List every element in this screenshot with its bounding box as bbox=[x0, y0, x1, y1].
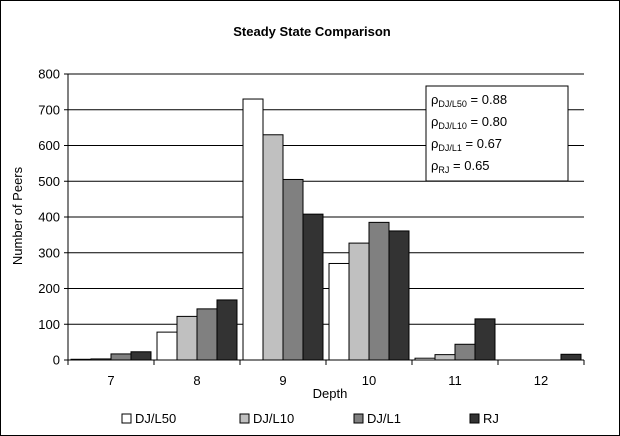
legend-label: RJ bbox=[483, 411, 499, 426]
y-tick-label: 500 bbox=[38, 174, 60, 189]
bar-rj-12 bbox=[560, 353, 582, 361]
bar-rj-8 bbox=[216, 299, 238, 361]
y-tick-label: 400 bbox=[38, 210, 60, 225]
x-tick-label: 10 bbox=[362, 373, 376, 388]
legend-label: DJ/L50 bbox=[135, 411, 176, 426]
bar-dj-l10-10 bbox=[348, 242, 370, 361]
x-tick-label: 7 bbox=[107, 373, 114, 388]
y-axis-label: Number of Peers bbox=[10, 166, 25, 265]
x-tick-label: 8 bbox=[193, 373, 200, 388]
bar-dj-l1-8 bbox=[196, 308, 218, 361]
chart-title: Steady State Comparison bbox=[233, 24, 391, 39]
annotation-box bbox=[425, 85, 569, 182]
bar-dj-l10-8 bbox=[176, 315, 198, 361]
axes bbox=[67, 74, 585, 365]
x-tick-label: 9 bbox=[279, 373, 286, 388]
y-tick-label: 0 bbox=[53, 353, 60, 368]
legend-swatch bbox=[353, 413, 364, 424]
legend-swatch bbox=[239, 413, 250, 424]
correlation-annotation: ρDJ/L50 = 0.88 ρDJ/L10 = 0.80 ρDJ/L1 = 0.6… bbox=[425, 85, 569, 182]
bar-dj-l10-11 bbox=[434, 354, 456, 361]
bar-rj-9 bbox=[302, 213, 324, 361]
legend: DJ/L50 DJ/L10 DJ/L1 RJ bbox=[121, 411, 499, 426]
legend-label: DJ/L1 bbox=[367, 411, 401, 426]
y-tick-label: 200 bbox=[38, 281, 60, 296]
x-tick-label: 12 bbox=[534, 373, 548, 388]
bar-dj-l1-7 bbox=[110, 353, 132, 361]
x-tick-labels: 7 8 9 10 11 12 bbox=[107, 373, 548, 388]
bar-dj-l50-10 bbox=[328, 262, 350, 361]
annotation-line: ρDJ/L50 = 0.88 bbox=[431, 92, 507, 109]
y-tick-label: 300 bbox=[38, 245, 60, 260]
bar-dj-l1-9 bbox=[282, 178, 304, 361]
bar-rj-10 bbox=[388, 230, 410, 361]
legend-swatch bbox=[121, 413, 132, 424]
x-axis-label: Depth bbox=[313, 386, 348, 401]
bar-dj-l50-8 bbox=[156, 331, 178, 361]
legend-swatch bbox=[469, 413, 480, 424]
bar-dj-l50-9 bbox=[242, 98, 264, 361]
y-tick-label: 600 bbox=[38, 138, 60, 153]
annotation-line: ρDJ/L1 = 0.67 bbox=[431, 136, 502, 153]
annotation-line: ρRJ = 0.65 bbox=[431, 158, 490, 175]
y-tick-labels: 0 100 200 300 400 500 600 700 800 bbox=[38, 67, 60, 368]
x-tick-label: 11 bbox=[448, 373, 462, 388]
bars bbox=[70, 98, 582, 361]
y-tick-label: 700 bbox=[38, 102, 60, 117]
y-tick-label: 800 bbox=[38, 67, 60, 82]
bar-dj-l10-9 bbox=[262, 134, 284, 361]
annotation-line: ρDJ/L10 = 0.80 bbox=[431, 114, 507, 131]
legend-label: DJ/L10 bbox=[253, 411, 294, 426]
bar-rj-11 bbox=[474, 318, 496, 361]
bar-dj-l1-11 bbox=[454, 343, 476, 361]
bar-dj-l1-10 bbox=[368, 221, 390, 361]
y-tick-label: 100 bbox=[38, 317, 60, 332]
bar-rj-7 bbox=[130, 351, 152, 361]
